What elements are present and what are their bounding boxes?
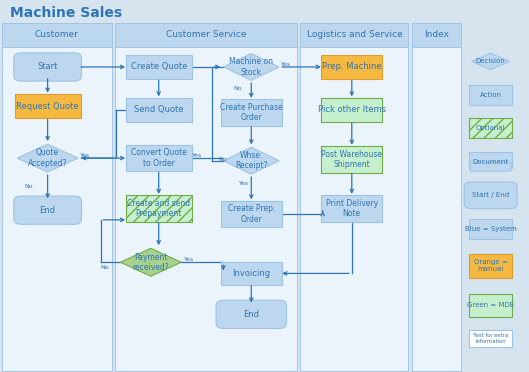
Text: Yes: Yes [239,180,249,186]
Text: Yes: Yes [184,257,194,262]
FancyBboxPatch shape [14,94,80,118]
Text: Index: Index [424,31,449,39]
Text: Quote
Accepted?: Quote Accepted? [28,148,67,168]
Text: End: End [243,310,259,319]
FancyBboxPatch shape [216,300,287,328]
FancyBboxPatch shape [469,330,512,347]
FancyBboxPatch shape [221,201,281,227]
FancyBboxPatch shape [464,182,517,209]
FancyBboxPatch shape [126,98,191,122]
Polygon shape [223,147,279,174]
Text: Decision: Decision [476,58,506,64]
Text: Request Quote: Request Quote [16,102,79,110]
FancyBboxPatch shape [300,23,408,46]
Text: Logistics and Service: Logistics and Service [306,31,403,39]
FancyBboxPatch shape [322,55,382,79]
FancyBboxPatch shape [469,254,512,278]
FancyBboxPatch shape [322,195,382,222]
Text: Start: Start [38,62,58,71]
Text: Start / End: Start / End [472,192,509,198]
FancyBboxPatch shape [221,99,281,126]
FancyBboxPatch shape [300,23,408,371]
FancyBboxPatch shape [469,118,512,138]
Text: Post Warehouse
Shipment: Post Warehouse Shipment [321,150,382,169]
FancyBboxPatch shape [115,23,297,371]
FancyBboxPatch shape [2,23,112,371]
Text: Print Delivery
Note: Print Delivery Note [326,199,378,218]
Text: Whse.
Receipt?: Whse. Receipt? [235,151,268,170]
Text: Create and send
Prepayment: Create and send Prepayment [127,199,190,218]
Text: Create Prep.
Order: Create Prep. Order [227,204,275,224]
FancyBboxPatch shape [126,55,191,79]
FancyBboxPatch shape [14,53,81,81]
Text: No: No [25,184,33,189]
Polygon shape [17,144,78,172]
FancyBboxPatch shape [469,294,512,317]
Text: No: No [218,157,226,162]
Text: Document: Document [472,159,509,165]
Text: Green = MDE: Green = MDE [467,302,514,308]
FancyBboxPatch shape [221,262,281,285]
FancyBboxPatch shape [469,219,512,239]
FancyBboxPatch shape [322,98,382,122]
Text: Create Quote: Create Quote [131,62,187,71]
Text: No: No [234,86,242,91]
FancyBboxPatch shape [469,85,512,105]
Text: Machine Sales: Machine Sales [10,6,122,20]
Text: Create Purchase
Order: Create Purchase Order [220,103,282,122]
Text: Customer Service: Customer Service [166,31,247,39]
FancyBboxPatch shape [412,23,461,371]
Text: Pick other Items: Pick other Items [318,105,386,114]
Text: Blue = System: Blue = System [465,226,516,232]
Text: Machine on
Stock: Machine on Stock [229,57,273,77]
FancyBboxPatch shape [126,195,191,222]
Polygon shape [472,53,510,70]
FancyBboxPatch shape [470,162,511,171]
Text: Payment
received?: Payment received? [132,253,169,272]
FancyBboxPatch shape [126,145,191,171]
FancyBboxPatch shape [115,23,297,46]
Text: Invoicing: Invoicing [232,269,270,278]
Polygon shape [120,248,181,276]
Text: End: End [40,206,56,215]
Text: Action: Action [480,92,501,98]
FancyBboxPatch shape [322,146,382,173]
FancyBboxPatch shape [14,196,81,224]
FancyBboxPatch shape [3,2,526,23]
Text: Customer: Customer [35,31,79,39]
Text: Orange =
manual: Orange = manual [474,260,507,272]
Text: Yes: Yes [191,153,202,158]
FancyBboxPatch shape [2,23,112,46]
Text: Text for extra
Information: Text for extra Information [473,333,508,344]
Text: Yes: Yes [80,153,90,158]
FancyBboxPatch shape [469,152,512,168]
Text: Optional: Optional [476,125,505,131]
Polygon shape [223,54,279,80]
FancyBboxPatch shape [412,23,461,46]
Text: Convert Quote
to Order: Convert Quote to Order [131,148,187,168]
Text: Yes: Yes [281,62,291,67]
Text: No: No [101,264,109,270]
Text: Send Quote: Send Quote [134,105,184,114]
Text: Prep. Machine: Prep. Machine [322,62,381,71]
